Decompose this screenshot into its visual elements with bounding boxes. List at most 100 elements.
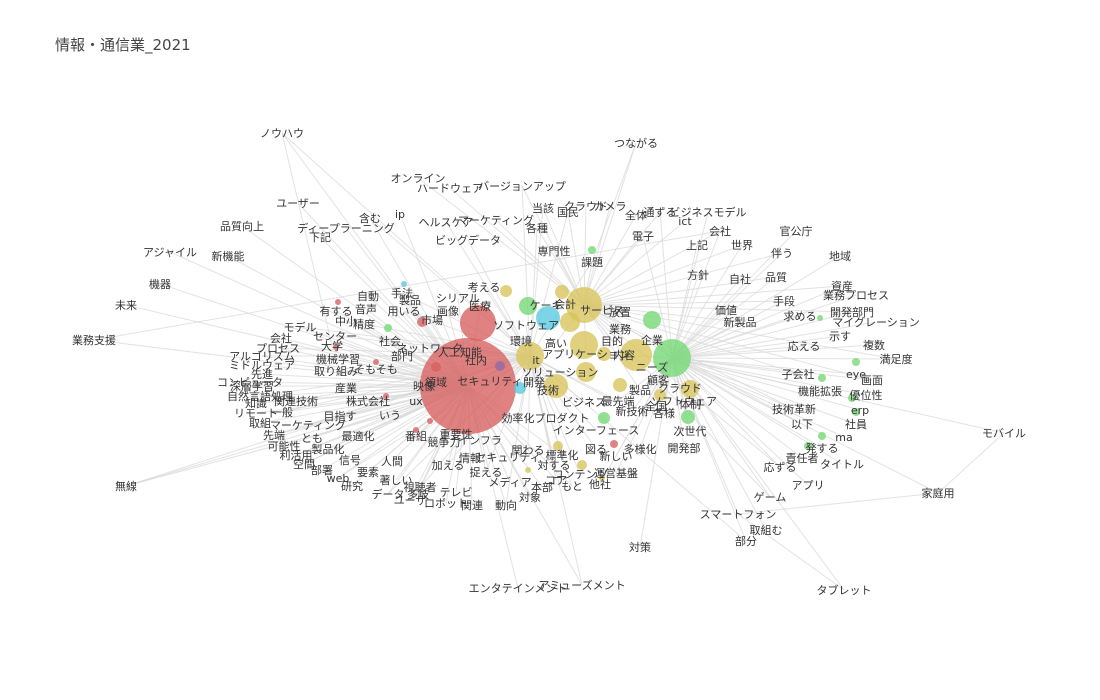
network-edge xyxy=(671,357,803,459)
node-bubble xyxy=(570,331,598,359)
node-label: 課題 xyxy=(581,255,603,269)
node-label: スマートフォン xyxy=(700,508,777,521)
node-bubble xyxy=(643,311,661,329)
node-bubble xyxy=(588,246,596,254)
node-label: コンテンツ xyxy=(553,468,608,481)
node-label: 国民 xyxy=(557,206,579,219)
node-label: web xyxy=(327,472,350,485)
node-label: 精度 xyxy=(353,317,375,331)
network-edge xyxy=(671,252,783,359)
node-label: タイトル xyxy=(820,458,864,471)
network-edge xyxy=(417,177,585,306)
node-label: 新製品 xyxy=(724,315,757,329)
node-label: ディープラーニング xyxy=(297,221,395,235)
node-label: 未来 xyxy=(115,299,137,312)
network-edge xyxy=(583,230,721,306)
node-label: 含む xyxy=(359,211,381,225)
network-edge xyxy=(529,355,633,412)
network-edge xyxy=(615,357,673,474)
network-edge xyxy=(529,211,569,357)
node-label: マーケティング xyxy=(270,418,346,432)
node-label: 複数 xyxy=(863,338,885,352)
node-label: ma xyxy=(835,431,852,444)
network-edge xyxy=(671,357,845,438)
network-edge xyxy=(93,339,469,387)
node-bubble xyxy=(817,315,823,321)
node-label: 伴う xyxy=(771,247,793,260)
node-label: ip xyxy=(395,208,405,221)
network-edge xyxy=(583,142,637,306)
node-label: モバイル xyxy=(982,427,1026,440)
node-bubble xyxy=(544,374,568,398)
node-bubble xyxy=(514,382,526,394)
node-label: 運営基盤 xyxy=(594,466,638,480)
node-label: 目指す xyxy=(324,409,357,423)
node-bubble xyxy=(401,281,407,287)
node-bubble xyxy=(427,418,433,424)
network-edge xyxy=(671,345,805,359)
network-edge xyxy=(583,252,783,306)
node-bubble xyxy=(598,412,610,424)
node-label: 対象 xyxy=(519,490,541,504)
network-edge xyxy=(529,207,544,357)
node-label: 各様 xyxy=(653,406,675,420)
network-edge xyxy=(529,355,573,487)
node-bubble xyxy=(613,378,627,392)
network-edge xyxy=(671,357,795,410)
node-label: 内容 xyxy=(613,348,635,362)
node-label: ニーズ xyxy=(636,360,668,374)
network-edge xyxy=(671,357,939,494)
network-edge xyxy=(671,335,841,359)
node-label: 子会社 xyxy=(782,367,815,381)
node-label: 各種 xyxy=(526,221,548,235)
node-label: 価値 xyxy=(715,304,737,317)
node-label: ヘルスケア xyxy=(419,216,474,229)
node-label: 画像 xyxy=(437,305,459,318)
network-edge xyxy=(671,357,897,360)
bubble-layer xyxy=(333,246,860,481)
node-label: 業務支援 xyxy=(72,333,116,347)
node-label: セキュリティ xyxy=(475,451,540,464)
node-label: 企業 xyxy=(641,333,663,347)
node-bubble xyxy=(384,324,392,332)
network-edge xyxy=(671,244,743,359)
node-bubble xyxy=(519,297,537,315)
node-label: 示す xyxy=(829,330,851,343)
node-label: 会計 xyxy=(554,297,576,311)
network-edge xyxy=(639,357,673,548)
node-label: 品質向上 xyxy=(220,219,264,233)
node-label: ソフトウェア xyxy=(493,319,559,332)
node-label: コンピュータ xyxy=(217,376,283,389)
node-label: 次世代 xyxy=(674,424,707,438)
node-label: 環境 xyxy=(510,334,532,348)
node-label: 自動 xyxy=(357,289,379,303)
node-label: 通ずる xyxy=(644,206,677,219)
network-edge xyxy=(671,357,1005,434)
node-label: 取組む xyxy=(750,524,783,537)
node-label: 対策 xyxy=(629,540,651,554)
node-label: ict xyxy=(678,215,692,228)
node-label: 視聴者 xyxy=(404,480,437,494)
node-label: 著しい xyxy=(380,473,413,487)
node-label: ノウハウ xyxy=(260,127,304,140)
network-edge xyxy=(583,304,799,375)
node-bubble xyxy=(383,393,389,399)
network-edge xyxy=(505,355,531,506)
node-label: 最先端 xyxy=(602,395,635,408)
node-label: 音声 xyxy=(355,302,377,316)
node-label: 産業 xyxy=(335,382,357,395)
node-label: 品質 xyxy=(765,270,787,284)
node-label: ビジネスモデル xyxy=(670,205,747,219)
network-edge xyxy=(529,355,581,475)
node-label: 製品 xyxy=(399,293,421,307)
network-edge xyxy=(642,235,673,359)
node-bubble xyxy=(413,427,419,433)
node-bubble xyxy=(852,408,860,416)
network-edge xyxy=(125,304,469,387)
node-label: セキュリティ xyxy=(457,375,522,388)
node-label: 加える xyxy=(432,459,465,472)
node-label: 有する xyxy=(320,304,353,318)
node-bubble xyxy=(597,347,611,361)
node-bubble xyxy=(460,305,496,341)
node-label: ミドルウェア xyxy=(229,359,295,372)
